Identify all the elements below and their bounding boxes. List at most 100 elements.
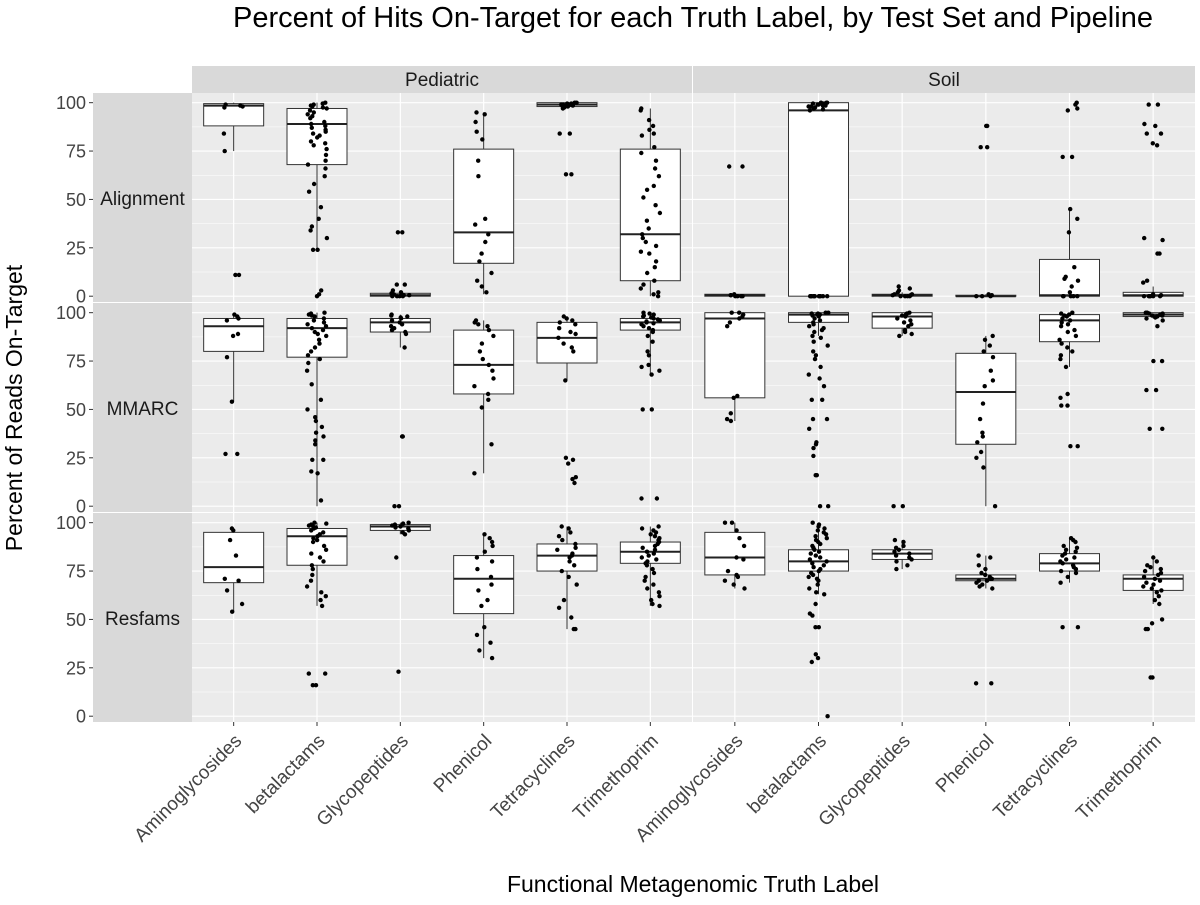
data-point (813, 553, 818, 558)
row-label-mmarc: MMARC (107, 399, 179, 420)
data-point (487, 536, 492, 541)
data-point (722, 520, 728, 525)
data-point (737, 536, 742, 541)
data-point (811, 453, 816, 459)
data-point (240, 104, 245, 109)
data-point (474, 129, 479, 134)
data-point (974, 294, 979, 299)
y-tick-label: 50 (66, 190, 86, 210)
data-point (811, 565, 816, 570)
data-point (318, 397, 324, 402)
panel-background (693, 303, 1195, 512)
data-point (1065, 574, 1071, 580)
data-point (1060, 625, 1065, 630)
data-point (650, 339, 655, 344)
data-point (1075, 216, 1080, 221)
data-point (560, 106, 566, 111)
data-point (895, 316, 900, 321)
data-point (1075, 444, 1080, 449)
data-point (638, 286, 643, 291)
data-point (310, 131, 316, 136)
data-point (399, 322, 405, 327)
data-point (1150, 141, 1156, 146)
data-point (1073, 566, 1079, 572)
data-point (651, 312, 656, 317)
data-point (236, 272, 242, 278)
data-point (230, 609, 235, 614)
x-tick-label: Tetracyclines (487, 731, 580, 824)
data-point (639, 496, 644, 501)
data-point (313, 418, 319, 424)
data-point (809, 659, 814, 665)
data-point (901, 320, 907, 325)
data-point (311, 318, 317, 323)
data-point (406, 528, 412, 533)
data-point (1073, 333, 1079, 339)
data-point (646, 226, 651, 231)
panels-layer: Pediatric Soil Alignment MMARC Resfams 0 25 50 7… (56, 66, 1195, 846)
data-point (1066, 230, 1072, 235)
row-strip-resfams (93, 513, 192, 722)
data-point (573, 322, 578, 327)
data-point (1064, 314, 1070, 319)
data-point (488, 574, 494, 580)
data-point (1075, 106, 1080, 111)
data-point (491, 333, 496, 339)
data-point (982, 337, 988, 342)
data-point (1058, 395, 1063, 400)
data-point (1155, 102, 1161, 107)
data-point (815, 655, 821, 661)
data-point (563, 172, 569, 177)
data-point (813, 442, 819, 447)
data-point (817, 376, 822, 381)
data-point (313, 430, 319, 435)
data-point (482, 625, 487, 630)
x-axis-title: Functional Metagenomic Truth Label (507, 871, 879, 897)
data-point (307, 108, 313, 113)
data-point (472, 471, 477, 476)
box-betalactams (788, 520, 849, 719)
data-point (825, 714, 830, 719)
box-betalactams (788, 310, 849, 509)
data-point (235, 331, 241, 337)
data-point (305, 407, 310, 412)
data-point (1144, 278, 1150, 283)
data-point (390, 294, 395, 299)
data-point (570, 476, 575, 482)
data-point (484, 290, 489, 295)
data-point (978, 449, 984, 455)
data-point (1149, 621, 1155, 626)
data-point (1148, 565, 1153, 570)
data-point (305, 322, 310, 327)
data-point (309, 125, 314, 130)
data-point (821, 384, 827, 389)
data-point (1141, 584, 1146, 589)
data-point (734, 555, 739, 560)
box-glycopeptides (871, 284, 933, 299)
data-point (317, 555, 323, 560)
box-trimethoprim (619, 106, 681, 299)
data-point (813, 601, 818, 607)
data-point (321, 320, 327, 325)
data-point (570, 457, 576, 462)
box-aminoglycosides (704, 164, 766, 299)
data-point (1065, 322, 1071, 327)
data-point (902, 329, 908, 335)
panel-background (192, 303, 692, 512)
data-point (321, 316, 327, 321)
data-point (1061, 543, 1066, 549)
data-point (569, 345, 574, 350)
data-point (318, 498, 324, 503)
box-glycopeptides (369, 520, 431, 674)
data-point (1153, 123, 1158, 129)
data-point (992, 504, 998, 509)
data-point (639, 526, 645, 531)
data-point (1069, 154, 1075, 160)
data-point (981, 465, 986, 470)
data-point (639, 150, 644, 156)
data-point (651, 570, 657, 576)
data-point (323, 123, 328, 129)
data-point (893, 553, 899, 558)
data-point (315, 331, 320, 337)
data-point (646, 362, 651, 368)
